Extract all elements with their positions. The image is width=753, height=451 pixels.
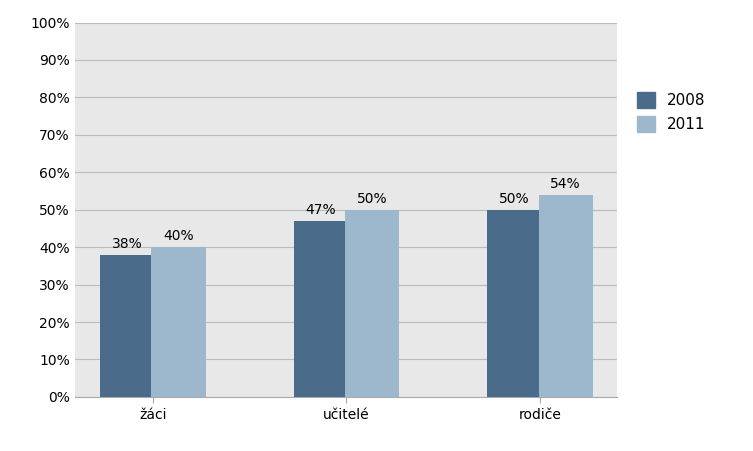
Text: 38%: 38% [111, 237, 142, 251]
Bar [294, 221, 348, 397]
Text: 54%: 54% [550, 177, 581, 191]
Bar [151, 247, 206, 397]
Text: 40%: 40% [163, 230, 194, 244]
Text: 47%: 47% [305, 203, 336, 217]
Text: 50%: 50% [357, 192, 388, 206]
Bar [487, 210, 541, 397]
Bar [100, 255, 154, 397]
Bar [345, 210, 399, 397]
Legend: 2008, 2011: 2008, 2011 [630, 86, 712, 138]
Text: 50%: 50% [499, 192, 529, 206]
Bar [538, 195, 593, 397]
